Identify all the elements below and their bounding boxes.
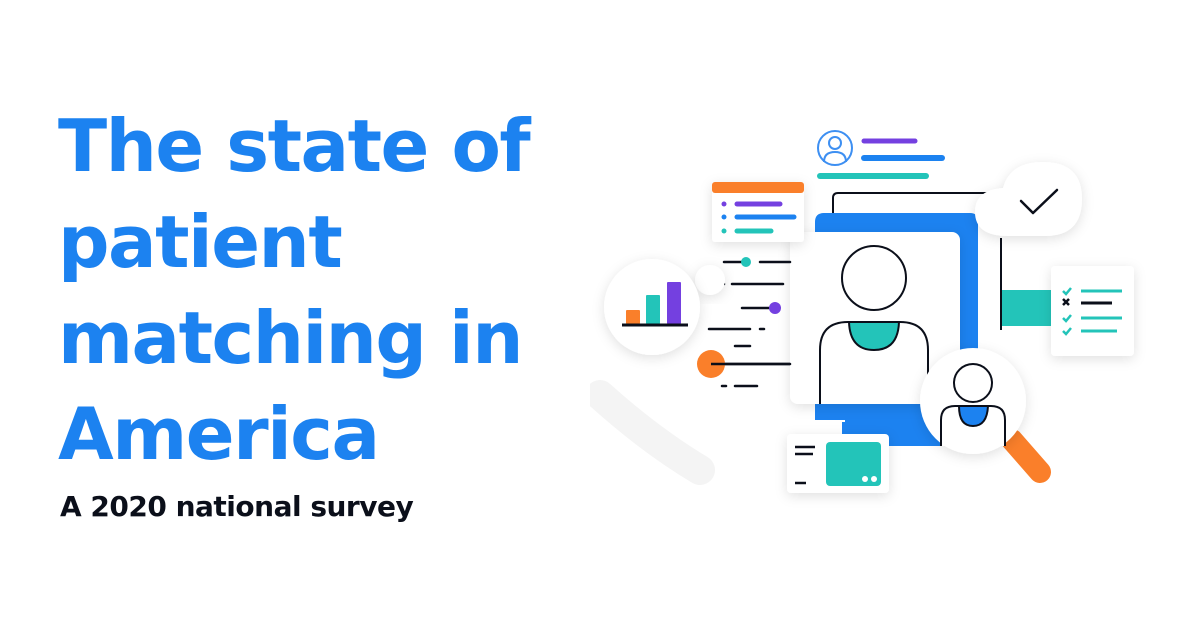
headline-line-2: patient (58, 200, 343, 284)
headline-line-4: America (58, 392, 380, 476)
patient-card-icon (790, 232, 960, 404)
user-profile-icon (817, 130, 945, 179)
page-subtitle: A 2020 national survey (60, 490, 414, 523)
page-headline: The state of patient matching in America (58, 98, 578, 482)
headline-line-1: The state of (58, 104, 531, 188)
headline-line-3: matching in (58, 296, 523, 380)
patient-matching-illustration (585, 110, 1170, 530)
checklist-icon (1051, 266, 1134, 356)
magnifier-user-icon (920, 348, 1051, 483)
background-arc (585, 380, 715, 485)
bar-chart-icon (604, 259, 725, 355)
id-card-icon (787, 434, 889, 493)
list-card-icon (712, 182, 804, 242)
cloud-check-icon (975, 162, 1082, 236)
